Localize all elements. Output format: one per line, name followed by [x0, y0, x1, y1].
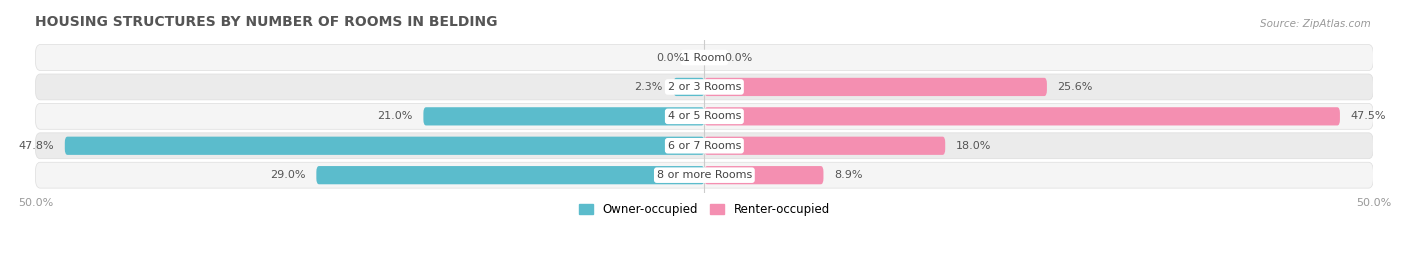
- Text: 6 or 7 Rooms: 6 or 7 Rooms: [668, 141, 741, 151]
- Text: HOUSING STRUCTURES BY NUMBER OF ROOMS IN BELDING: HOUSING STRUCTURES BY NUMBER OF ROOMS IN…: [35, 15, 498, 29]
- FancyBboxPatch shape: [704, 137, 945, 155]
- FancyBboxPatch shape: [35, 162, 1374, 188]
- Text: 21.0%: 21.0%: [377, 111, 413, 121]
- Text: 2 or 3 Rooms: 2 or 3 Rooms: [668, 82, 741, 92]
- Text: 18.0%: 18.0%: [956, 141, 991, 151]
- Text: 8.9%: 8.9%: [834, 170, 863, 180]
- FancyBboxPatch shape: [704, 78, 1047, 96]
- FancyBboxPatch shape: [35, 45, 1374, 70]
- Text: 47.5%: 47.5%: [1351, 111, 1386, 121]
- Text: 2.3%: 2.3%: [634, 82, 662, 92]
- FancyBboxPatch shape: [65, 137, 704, 155]
- Text: 0.0%: 0.0%: [724, 52, 752, 62]
- Text: 47.8%: 47.8%: [18, 141, 53, 151]
- Text: 25.6%: 25.6%: [1057, 82, 1092, 92]
- FancyBboxPatch shape: [704, 166, 824, 184]
- Text: 29.0%: 29.0%: [270, 170, 305, 180]
- FancyBboxPatch shape: [673, 78, 704, 96]
- FancyBboxPatch shape: [704, 107, 1340, 125]
- Legend: Owner-occupied, Renter-occupied: Owner-occupied, Renter-occupied: [574, 198, 835, 221]
- Text: 8 or more Rooms: 8 or more Rooms: [657, 170, 752, 180]
- FancyBboxPatch shape: [35, 103, 1374, 129]
- FancyBboxPatch shape: [316, 166, 704, 184]
- Text: 1 Room: 1 Room: [683, 52, 725, 62]
- Text: 4 or 5 Rooms: 4 or 5 Rooms: [668, 111, 741, 121]
- FancyBboxPatch shape: [35, 74, 1374, 100]
- FancyBboxPatch shape: [423, 107, 704, 125]
- FancyBboxPatch shape: [35, 133, 1374, 159]
- Text: Source: ZipAtlas.com: Source: ZipAtlas.com: [1260, 19, 1371, 29]
- Text: 0.0%: 0.0%: [657, 52, 685, 62]
